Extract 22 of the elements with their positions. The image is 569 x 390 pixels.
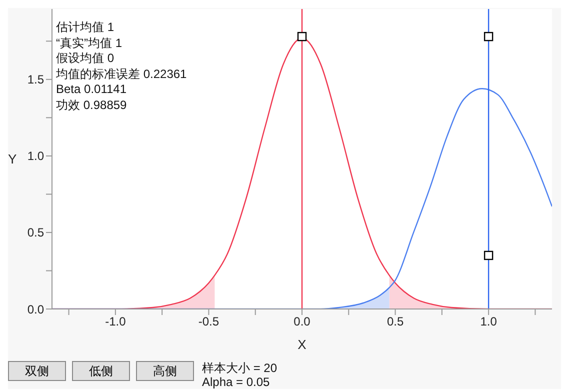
text: Alpha = 0.05 (202, 375, 271, 389)
y-tick-label: 1.0 (27, 149, 44, 164)
y-tick-label: 0.0 (27, 302, 44, 316)
x-tick-label: -0.5 (198, 314, 220, 329)
annotation: Beta 0.01141 (56, 82, 128, 98)
annotation: “真实”均值 1 (56, 36, 123, 51)
text: 高侧 (136, 361, 194, 381)
annotation: 功效 0.98859 (56, 98, 128, 113)
text: 低侧 (72, 361, 130, 381)
annotation: 均值的标准误差 0.22361 (56, 66, 187, 82)
y-tick-label: 0.5 (27, 226, 44, 240)
text: 样本大小 = 20 (202, 361, 278, 375)
x-tick-label: 0.5 (386, 314, 404, 329)
x-tick-label: -1.0 (105, 314, 126, 329)
y-tick-label: 1.5 (27, 72, 44, 87)
x-tick-label: 1.0 (480, 314, 498, 329)
x-tick-label: 0.0 (294, 314, 311, 329)
text: 双侧 (8, 361, 66, 381)
x-axis-title: X (298, 337, 307, 352)
y-axis-title: Y (8, 152, 17, 167)
annotation: 假设均值 0 (56, 51, 116, 66)
annotation: 估计均值 1 (56, 20, 116, 36)
